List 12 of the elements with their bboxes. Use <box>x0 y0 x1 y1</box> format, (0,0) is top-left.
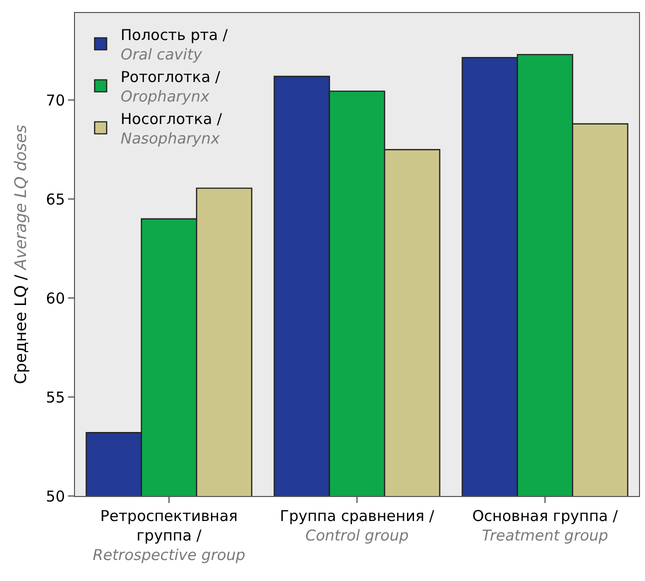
legend-label: Носоглотка / Nasopharynx <box>120 110 223 148</box>
y-axis-title: Среднее LQ / Average LQ doses <box>10 124 30 384</box>
legend-label: Полость рта / Oral cavity <box>120 26 229 64</box>
y-tick-label: 70 <box>46 91 65 110</box>
y-tick-label: 65 <box>46 190 65 208</box>
y-tick-label: 60 <box>46 289 65 308</box>
y-tick-label: 50 <box>46 487 65 506</box>
x-tick-label: Ретроспективная группа / Retrospective group <box>92 507 246 564</box>
x-tick-label: Группа сравнения / Control group <box>280 507 436 544</box>
legend-label: Ротоглотка / Oropharynx <box>120 68 222 106</box>
x-tick-label: Основная группа / Treatment group <box>472 507 619 544</box>
y-tick-label: 55 <box>46 388 65 406</box>
